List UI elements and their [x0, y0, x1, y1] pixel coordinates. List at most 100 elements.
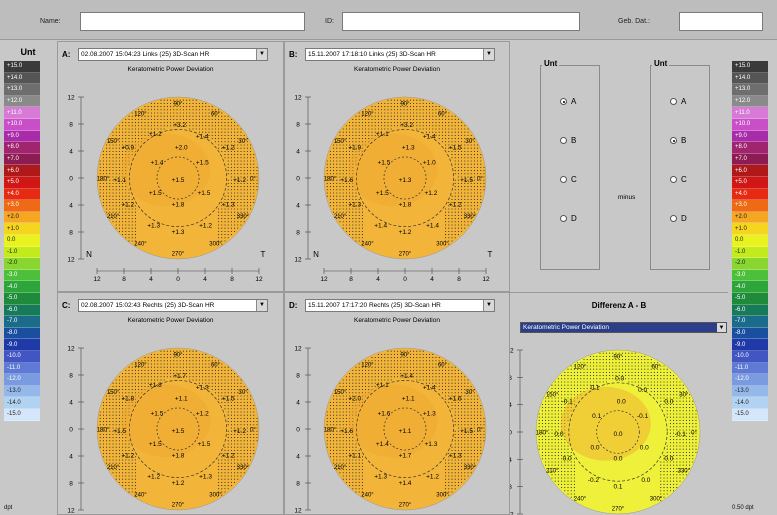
power-value: 0.0 [591, 444, 600, 451]
radio-dot[interactable] [560, 98, 567, 105]
power-value: +1.3 [399, 177, 412, 184]
power-value: +1.2 [233, 177, 246, 184]
degree-label: 300° [209, 241, 222, 247]
degree-label: 210° [546, 469, 559, 475]
y-tick-label: 0 [69, 176, 73, 183]
power-value: +1.4 [376, 441, 389, 448]
power-value: +1.3 [147, 222, 160, 229]
temporal-label: T [261, 250, 266, 259]
power-value: 0.1 [592, 413, 601, 420]
power-value: +1.6 [449, 396, 462, 403]
y-tick-label: 0 [510, 430, 512, 437]
scale-cell: -1.0 [732, 246, 768, 259]
radio-dot[interactable] [670, 215, 677, 222]
radio-option-c[interactable]: C [670, 175, 687, 184]
y-tick-label: 12 [510, 512, 514, 515]
radio-label: C [571, 175, 577, 184]
radio-option-a[interactable]: A [560, 97, 576, 106]
chevron-down-icon[interactable]: ▼ [483, 48, 494, 60]
degree-label: 180° [324, 177, 337, 183]
degree-label: 30° [465, 139, 475, 145]
degree-label: 120° [574, 365, 587, 371]
degree-label: 120° [134, 112, 147, 118]
chevron-down-icon[interactable]: ▼ [717, 323, 726, 332]
scale-cell: +11.0 [732, 107, 768, 119]
scale-cell: +5.0 [732, 177, 768, 189]
power-value: +3.2 [400, 122, 413, 129]
scale-cell: +2.0 [4, 211, 40, 224]
scale-cell: +15.0 [732, 61, 768, 73]
chevron-down-icon[interactable]: ▼ [483, 299, 494, 311]
radio-option-b[interactable]: B [670, 136, 686, 145]
name-field[interactable] [80, 12, 305, 31]
radio-dot[interactable] [560, 137, 567, 144]
x-tick-label: 8 [457, 276, 461, 283]
scale-cell: 0.0 [4, 235, 40, 247]
power-map: 12 8 4 0 4 8 12 12 8 4 0 4 8 12 90° 60° 30° 0° 330° 300° 270… [67, 95, 266, 284]
degree-label: 120° [134, 363, 147, 369]
chevron-down-icon[interactable]: ▼ [256, 48, 267, 60]
power-value: +1.1 [402, 396, 415, 403]
power-value: -0.1 [562, 398, 574, 405]
radio-option-d[interactable]: D [670, 214, 687, 223]
scale-cell: -2.0 [4, 258, 40, 270]
scale-cell: +8.0 [732, 142, 768, 154]
exam-select[interactable]: 15.11.2007 17:17:20 Rechts (25) 3D-Scan … [305, 298, 495, 312]
degree-label: 90° [400, 353, 410, 359]
scale-cell: -8.0 [732, 327, 768, 340]
power-value: +1.2 [147, 473, 160, 480]
scale-cell: -13.0 [732, 385, 768, 398]
degree-label: 180° [97, 428, 110, 434]
power-value: +1.2 [172, 480, 185, 487]
y-tick-label: 4 [296, 454, 300, 461]
radio-dot[interactable] [560, 215, 567, 222]
y-tick-label: 4 [69, 203, 73, 210]
group-left-title: Unt [542, 59, 560, 68]
degree-label: 0° [477, 428, 483, 434]
radio-dot[interactable] [670, 176, 677, 183]
scale-cell: +3.0 [732, 200, 768, 212]
degree-label: 30° [238, 139, 248, 145]
scale-unit: 0.50 dpt [732, 505, 754, 511]
radio-dot[interactable] [670, 137, 677, 144]
exam-select[interactable]: 02.08.2007 15:02:43 Rechts (25) 3D-Scan … [78, 298, 268, 312]
y-tick-label: 12 [67, 257, 75, 264]
power-value: +2.0 [348, 396, 361, 403]
radio-dot[interactable] [560, 176, 567, 183]
zone-ring-outer [356, 129, 454, 227]
power-value: +1.3 [222, 201, 235, 208]
radio-option-c[interactable]: C [560, 175, 577, 184]
radio-option-d[interactable]: D [560, 214, 577, 223]
power-value: +1.1 [376, 131, 389, 138]
panel-letter: B: [289, 49, 298, 59]
id-field[interactable] [342, 12, 580, 31]
power-value: +1.1 [376, 382, 389, 389]
exam-select[interactable]: 15.11.2007 17:18:10 Links (25) 3D-Scan H… [305, 47, 495, 61]
degree-label: 210° [334, 214, 347, 220]
scale-cell: -12.0 [732, 374, 768, 386]
difference-map-select[interactable]: Keratometric Power Deviation ▼ [520, 322, 727, 333]
degree-label: 120° [361, 363, 374, 369]
y-tick-label: 8 [69, 373, 73, 380]
radio-dot[interactable] [670, 98, 677, 105]
power-value: +1.2 [424, 190, 437, 197]
power-value: +1.3 [199, 473, 212, 480]
power-value: -0.1 [675, 431, 687, 438]
power-map: 12 8 4 0 4 8 12 90° 60° 30° 0° 330° 300° 270° 240° 210°… [67, 346, 260, 514]
zone-ring-inner [156, 407, 200, 451]
degree-label: 90° [400, 102, 410, 108]
radio-option-a[interactable]: A [670, 97, 686, 106]
power-value: +1.3 [172, 229, 185, 236]
patient-header: Name: ID: Geb. Dat.: [0, 0, 777, 40]
radio-option-b[interactable]: B [560, 136, 576, 145]
scale-cell: +12.0 [732, 95, 768, 108]
power-value: +1.4 [423, 384, 436, 391]
dob-field[interactable] [679, 12, 763, 31]
power-value: +1.2 [426, 473, 439, 480]
zone-ring-outer [568, 382, 668, 482]
chevron-down-icon[interactable]: ▼ [256, 299, 267, 311]
scale-cell: -14.0 [4, 397, 40, 409]
scale-cell: -11.0 [732, 362, 768, 375]
exam-select[interactable]: 02.08.2007 15:04:23 Links (25) 3D-Scan H… [78, 47, 268, 61]
power-value: +1.8 [399, 201, 412, 208]
